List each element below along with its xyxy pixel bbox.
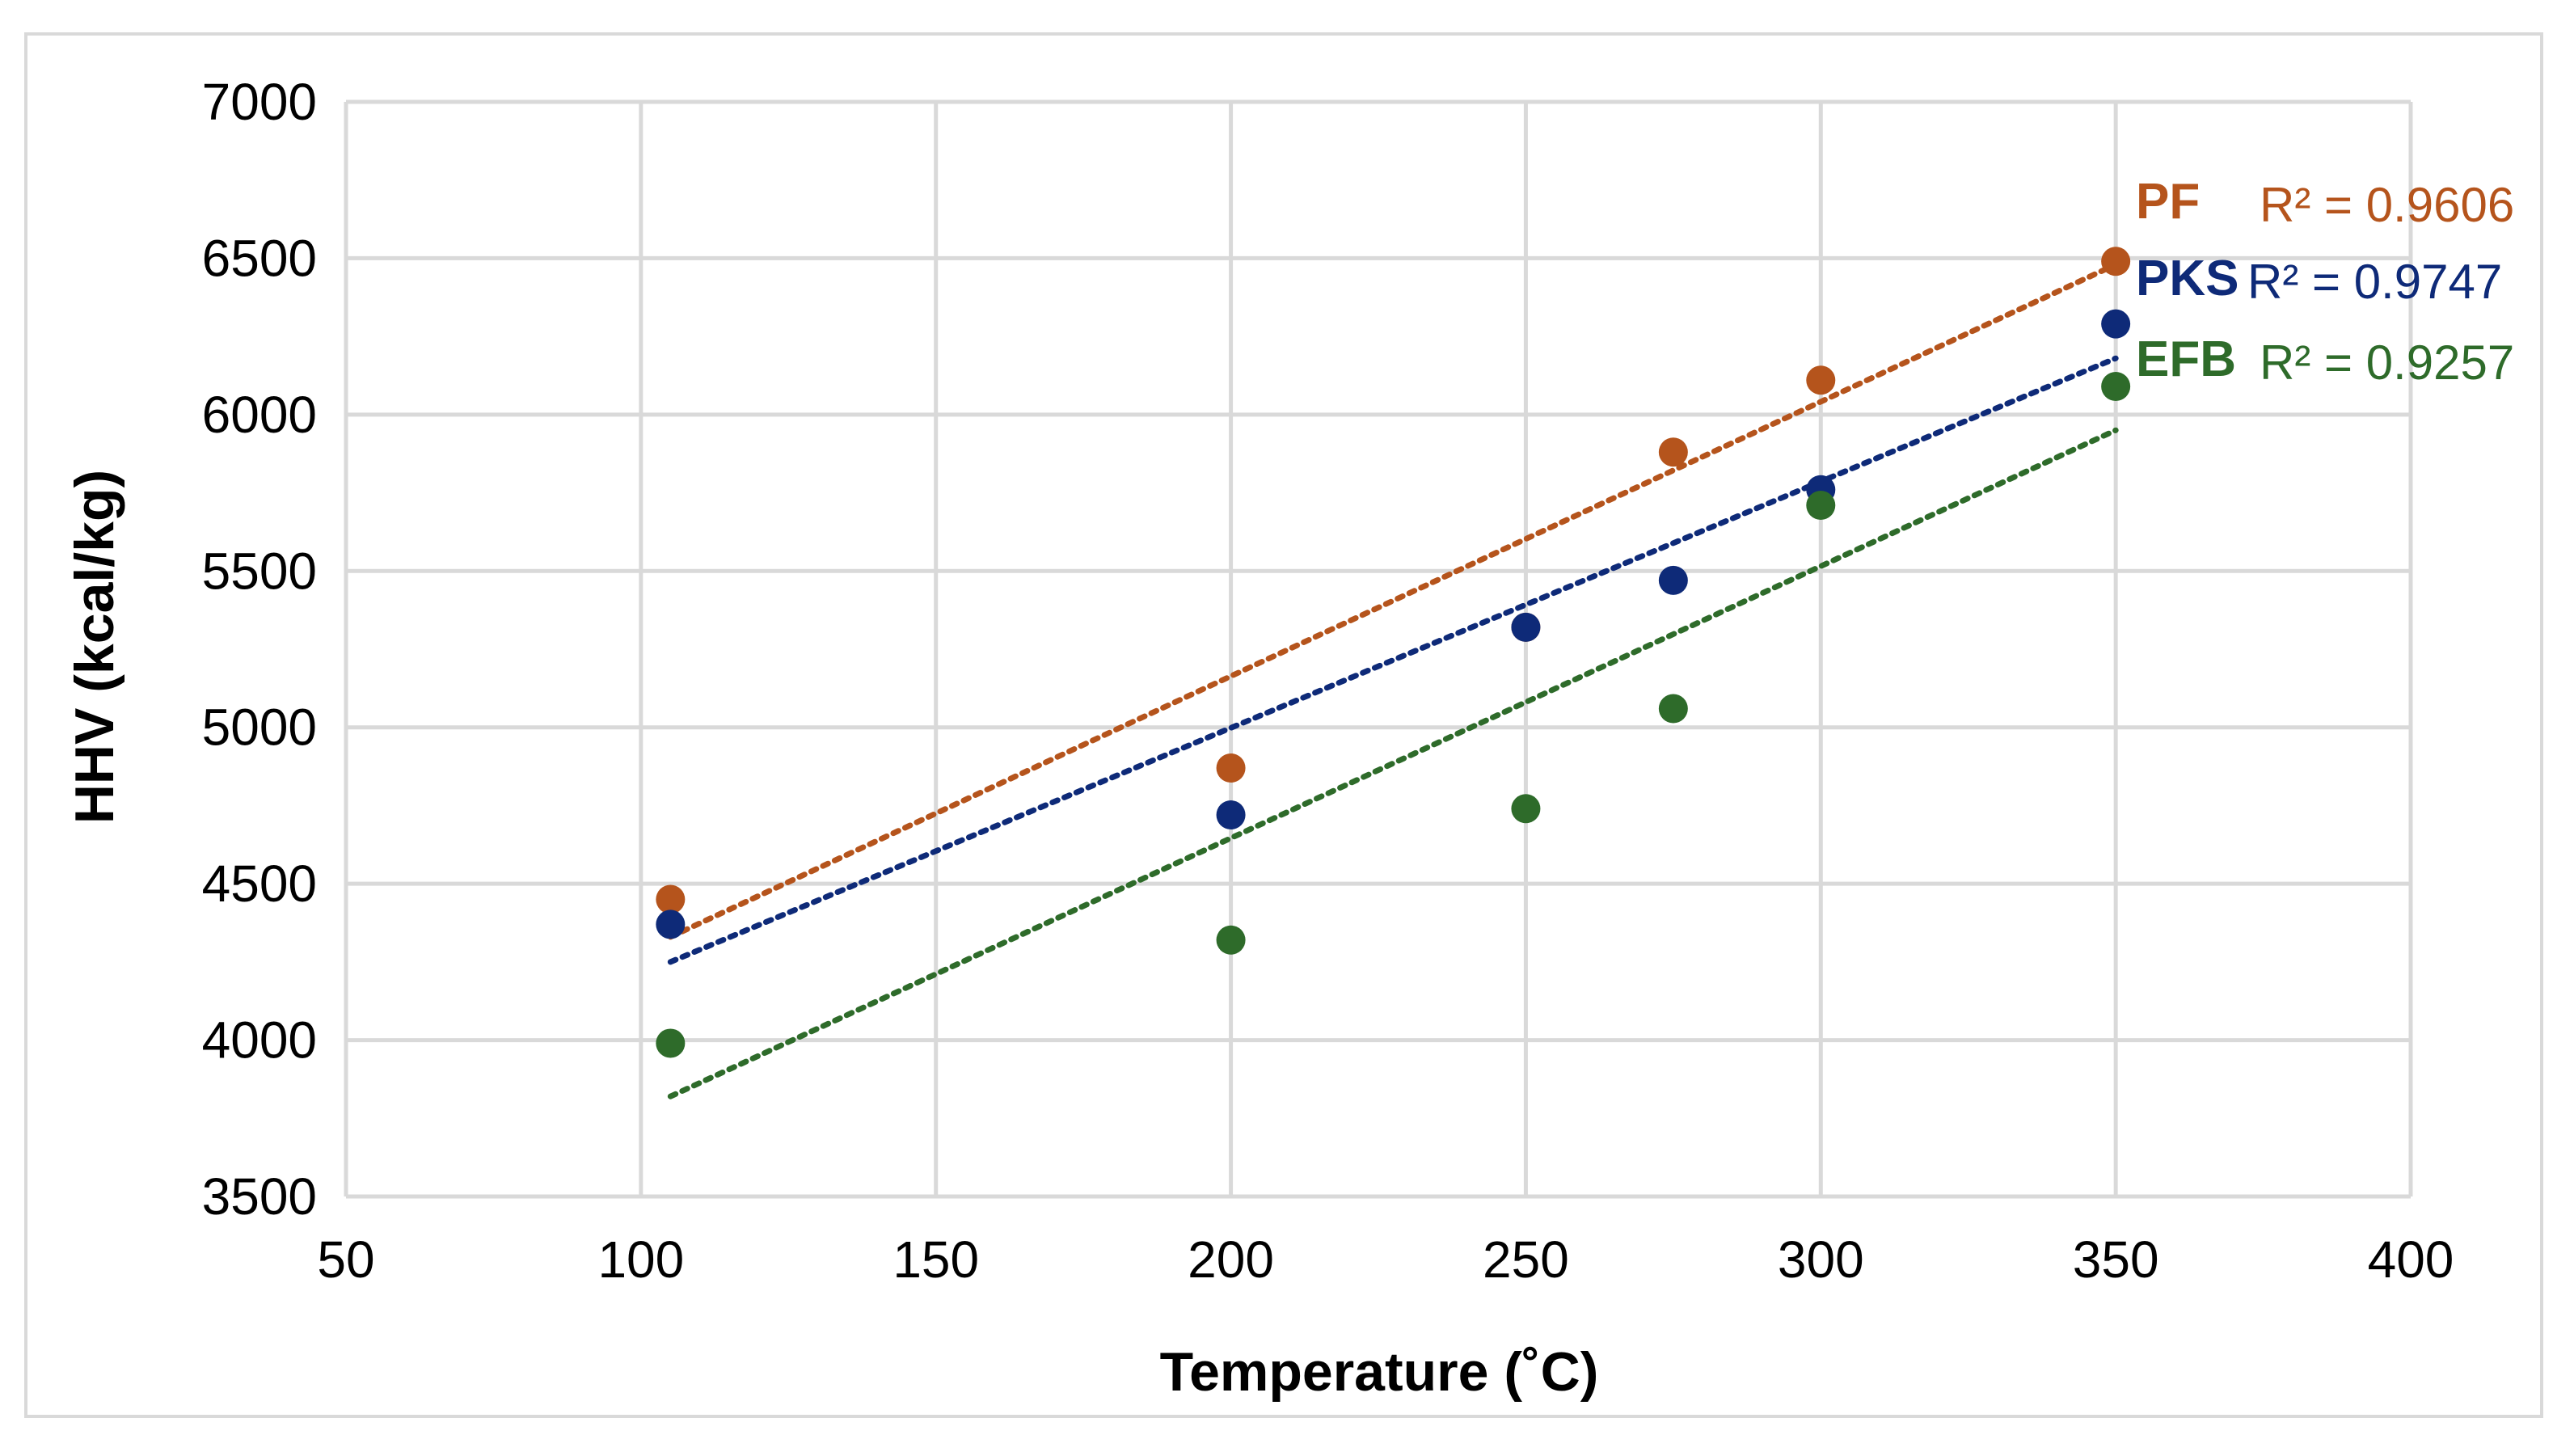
- trendline-pks: [667, 355, 2119, 965]
- x-tick-label: 300: [1778, 1230, 1864, 1289]
- data-points: [656, 247, 2131, 1058]
- y-tick-label: 3500: [202, 1167, 317, 1226]
- x-tick-label: 400: [2368, 1230, 2454, 1289]
- x-tick-label: 200: [1188, 1230, 1274, 1289]
- y-axis-title: HHV (kcal/kg): [64, 470, 125, 824]
- point-pf: [1216, 753, 1246, 783]
- x-tick-label: 350: [2073, 1230, 2159, 1289]
- r2-label-pks: R² = 0.9747: [2247, 255, 2502, 309]
- series-label-pks: PKS: [2136, 251, 2239, 306]
- x-tick-label: 150: [892, 1230, 979, 1289]
- y-tick-label: 6000: [202, 386, 317, 444]
- point-pf: [1658, 437, 1688, 467]
- y-tick-label: 7000: [202, 73, 317, 131]
- point-efb: [1216, 925, 1246, 955]
- point-efb: [656, 1028, 686, 1058]
- point-pf: [2101, 247, 2131, 276]
- x-tick-label: 250: [1483, 1230, 1569, 1289]
- y-tick-label: 5000: [202, 698, 317, 757]
- x-axis-title: Temperature (˚C): [1160, 1341, 1599, 1403]
- y-tick-label: 5500: [202, 542, 317, 600]
- trendline-efb: [667, 427, 2119, 1099]
- point-pks: [1216, 800, 1246, 830]
- point-pf: [656, 884, 686, 914]
- point-efb: [1658, 694, 1688, 724]
- x-tick-label: 100: [597, 1230, 684, 1289]
- r2-label-efb: R² = 0.9257: [2260, 336, 2514, 390]
- point-pks: [1658, 565, 1688, 595]
- r2-label-pf: R² = 0.9606: [2260, 178, 2514, 232]
- series-label-efb: EFB: [2136, 331, 2236, 387]
- trendlines: [667, 261, 2119, 1099]
- y-tick-label: 4500: [202, 855, 317, 913]
- point-pf: [1806, 365, 1836, 395]
- point-pks: [1511, 612, 1541, 642]
- y-tick-label: 4000: [202, 1011, 317, 1070]
- point-efb: [1511, 794, 1541, 824]
- point-pks: [2101, 309, 2131, 339]
- y-tick-label: 6500: [202, 229, 317, 287]
- tick-labels: 3500 4000 4500 5000 5500 6000 6500 7000 50 100 150…: [202, 73, 2454, 1289]
- trendline-pf: [667, 261, 2119, 940]
- point-efb: [1806, 491, 1836, 521]
- point-pks: [656, 909, 686, 939]
- gridlines: [344, 99, 2413, 1199]
- series-label-pf: PF: [2136, 174, 2200, 230]
- point-efb: [2101, 372, 2131, 402]
- x-tick-label: 50: [317, 1230, 374, 1289]
